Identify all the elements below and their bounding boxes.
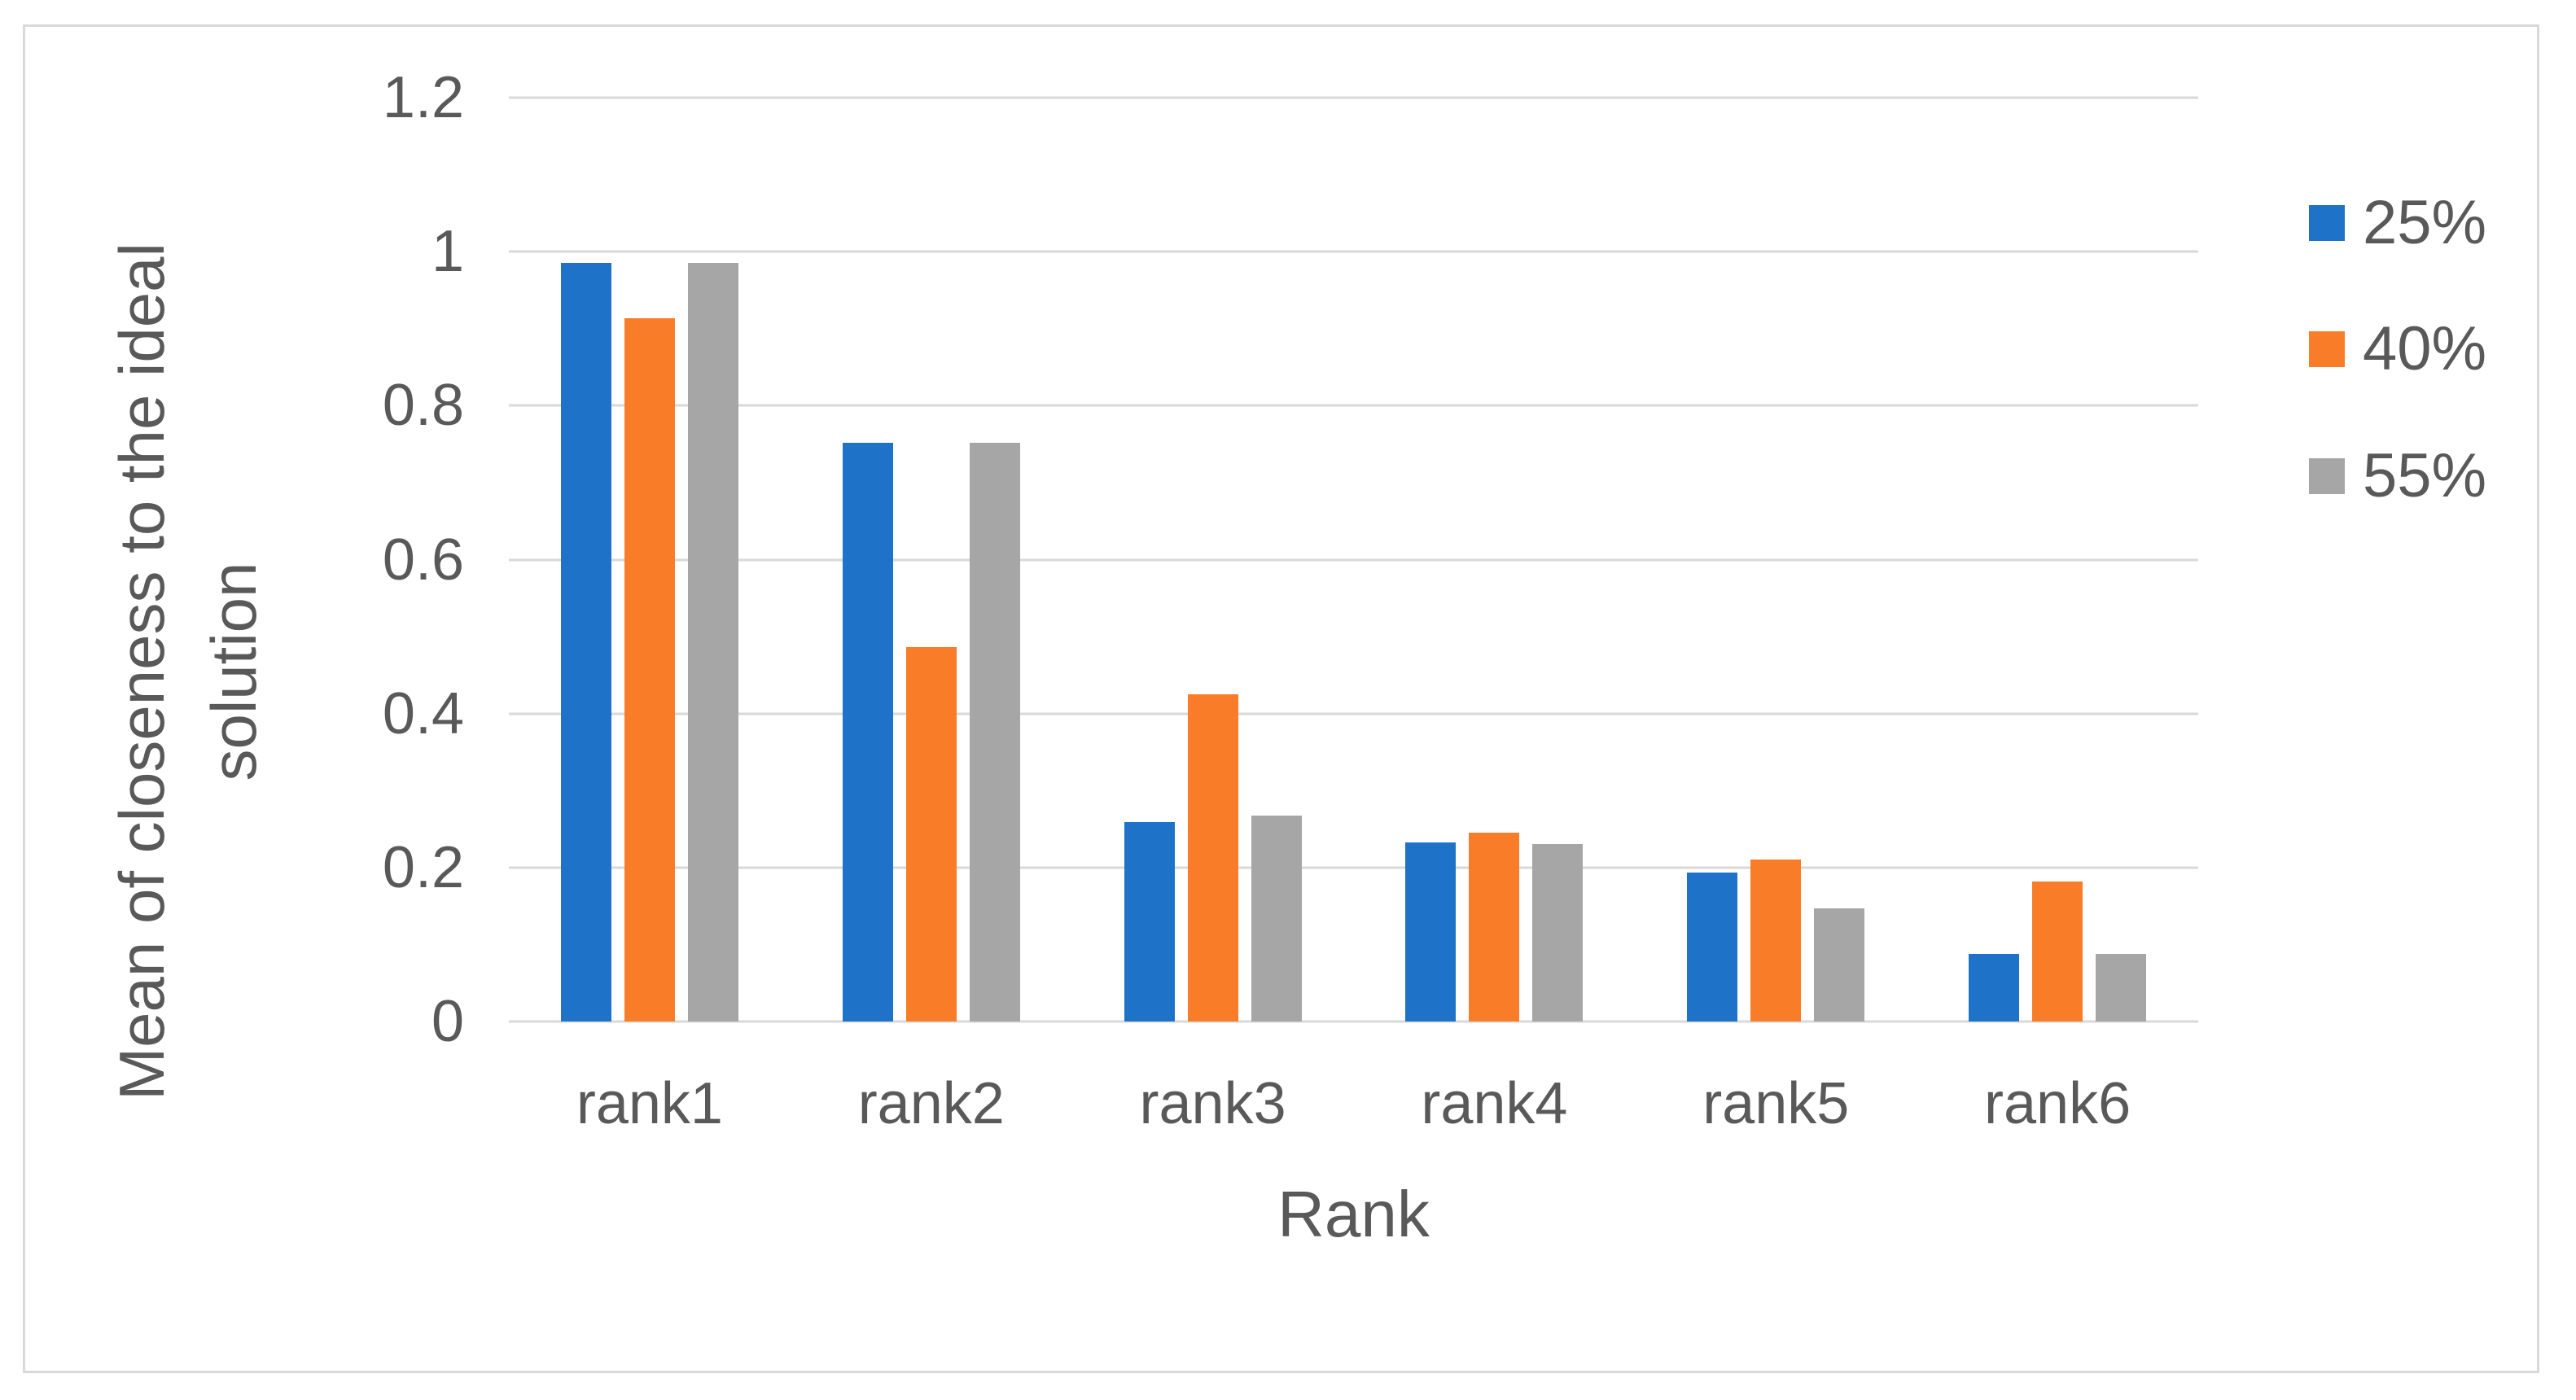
- x-axis-category-label: rank4: [1421, 1071, 1568, 1136]
- bar-rank1-40%: [624, 318, 675, 1022]
- y-axis-title: Mean of closeness to the ideal solution: [96, 243, 280, 1100]
- gridline: [509, 404, 2198, 407]
- bar-rank5-25%: [1687, 872, 1738, 1022]
- legend-item-55%: 55%: [2309, 444, 2486, 509]
- x-axis-category-label: rank3: [1139, 1071, 1286, 1136]
- x-axis-category-label: rank5: [1702, 1071, 1850, 1136]
- bar-rank6-25%: [1969, 953, 2020, 1022]
- y-axis-tick-label: 0: [431, 989, 464, 1054]
- gridline: [509, 1020, 2198, 1023]
- x-axis-title: Rank: [1277, 1178, 1430, 1250]
- bar-rank1-25%: [560, 263, 611, 1022]
- gridline: [509, 250, 2198, 253]
- bar-rank3-40%: [1187, 694, 1238, 1022]
- x-axis-category-label: rank6: [1984, 1071, 2131, 1136]
- bar-rank2-55%: [969, 442, 1020, 1022]
- gridline: [509, 866, 2198, 869]
- legend-label: 55%: [2363, 441, 2487, 510]
- bar-rank5-40%: [1750, 860, 1802, 1022]
- bar-rank6-55%: [2096, 953, 2147, 1022]
- y-axis-tick-label: 0.6: [382, 527, 464, 593]
- bar-rank6-40%: [2032, 881, 2083, 1022]
- bar-rank3-55%: [1251, 815, 1302, 1022]
- legend-swatch-icon: [2309, 205, 2345, 241]
- chart-frame: [23, 24, 2539, 1373]
- bar-rank1-55%: [687, 263, 738, 1022]
- bar-rank4-55%: [1532, 843, 1584, 1022]
- bar-rank4-40%: [1469, 833, 1520, 1022]
- legend-label: 25%: [2363, 188, 2487, 257]
- y-axis-tick-label: 1: [431, 219, 464, 285]
- y-axis-tick-label: 1.2: [382, 65, 464, 130]
- legend-swatch-icon: [2309, 331, 2345, 367]
- gridline: [509, 712, 2198, 715]
- bar-rank2-40%: [905, 647, 957, 1022]
- x-axis-category-label: rank1: [576, 1071, 723, 1136]
- bar-rank5-55%: [1814, 908, 1865, 1022]
- y-axis-tick-label: 0.8: [382, 373, 464, 439]
- legend-label: 40%: [2363, 314, 2487, 383]
- bar-rank3-25%: [1124, 822, 1175, 1022]
- y-axis-title-line2: solution: [198, 562, 269, 781]
- legend-item-40%: 40%: [2309, 317, 2486, 382]
- bar-rank4-25%: [1405, 842, 1457, 1022]
- gridline: [509, 558, 2198, 561]
- y-axis-tick-label: 0.2: [382, 834, 464, 900]
- gridline: [509, 96, 2198, 99]
- y-axis-title-line1: Mean of closeness to the ideal: [106, 243, 177, 1100]
- bar-rank2-25%: [842, 442, 893, 1022]
- y-axis-tick-label: 0.4: [382, 680, 464, 746]
- legend-swatch-icon: [2309, 458, 2345, 494]
- legend-item-25%: 25%: [2309, 190, 2486, 256]
- x-axis-category-label: rank2: [857, 1071, 1005, 1136]
